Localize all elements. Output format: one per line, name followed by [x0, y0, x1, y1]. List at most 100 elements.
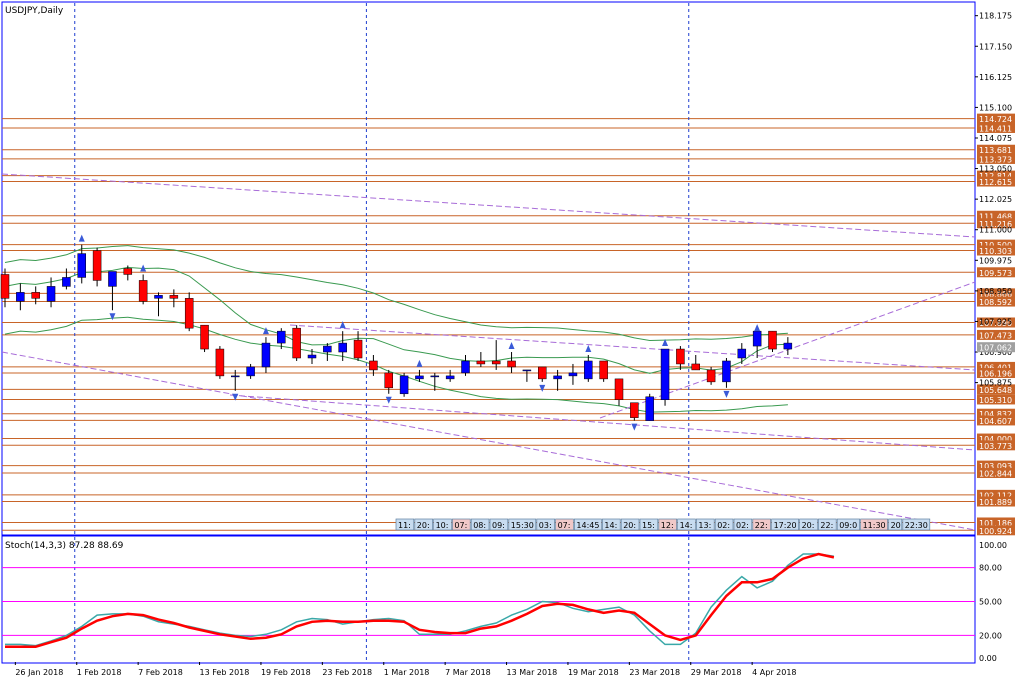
price-tick-label: 114.075 — [979, 134, 1012, 143]
trend-line — [1, 351, 976, 531]
price-tick-label: 108.950 — [979, 287, 1012, 296]
current-price-label: 107.062 — [979, 344, 1012, 353]
candle-body — [154, 295, 163, 299]
candle-body — [123, 268, 133, 275]
candles — [0, 244, 793, 421]
candle-body — [584, 360, 593, 380]
event-box — [555, 518, 574, 531]
event-box-label: 02: — [736, 521, 749, 530]
level-label: 102.844 — [979, 470, 1012, 479]
price-tick-label: 118.175 — [979, 12, 1012, 21]
event-box-label: 14: — [680, 521, 693, 530]
event-box — [414, 518, 433, 531]
time-tick-label: 7 Mar 2018 — [445, 668, 491, 677]
trend-line — [289, 324, 976, 371]
level-label: 111.216 — [979, 220, 1012, 229]
ma-lower — [4, 316, 788, 413]
fractal-up-arrow — [339, 321, 346, 329]
event-box — [714, 518, 734, 531]
candle-body — [476, 360, 486, 365]
candle-body — [461, 360, 470, 374]
level-label: 109.573 — [979, 269, 1012, 278]
candle-body — [292, 327, 301, 359]
level-label: 114.724 — [979, 115, 1012, 124]
trend-line — [229, 394, 976, 451]
candle-body — [645, 396, 654, 421]
level-label-bg — [977, 245, 1015, 256]
event-boxes: 11: 20: 10: 07: 08: 09: 15:30 03: 07: 14:45 14: 20:… — [395, 518, 931, 531]
candle-body — [16, 292, 25, 302]
level-label-bg — [977, 113, 1015, 124]
current-price-bg — [977, 342, 1015, 353]
level-label-bg — [977, 296, 1015, 307]
event-box — [452, 518, 471, 531]
candle-body — [323, 345, 332, 353]
event-box-label: 07: — [454, 521, 467, 530]
level-label-bg — [977, 440, 1015, 451]
candle-body — [138, 280, 148, 302]
price-tick-label: 107.925 — [979, 317, 1012, 326]
event-box-label: 22: — [820, 521, 833, 530]
candle-body — [445, 375, 455, 380]
level-label: 112.615 — [979, 178, 1012, 187]
candle-body — [246, 366, 255, 377]
level-label: 107.473 — [979, 331, 1012, 340]
candle-body — [231, 375, 240, 378]
time-tick-label: 1 Feb 2018 — [77, 668, 122, 677]
event-box-label: 20: — [802, 521, 815, 530]
horizontal-levels — [2, 118, 975, 531]
level-label-bg — [977, 170, 1015, 181]
level-label-bg — [977, 433, 1015, 444]
level-label-bg — [977, 329, 1015, 340]
level-label: 105.648 — [979, 386, 1012, 395]
candle-body — [215, 348, 225, 377]
candle-body — [507, 360, 516, 368]
level-label: 101.889 — [979, 498, 1012, 507]
fractal-down-arrow — [539, 384, 546, 392]
level-label: 107.890 — [979, 319, 1012, 328]
fractal-down-arrow — [723, 390, 730, 398]
event-box-label: 10: — [436, 521, 449, 530]
level-label-bg — [977, 176, 1015, 187]
level-label: 101.186 — [979, 519, 1012, 528]
level-label: 108.592 — [979, 298, 1012, 307]
level-label-bg — [977, 460, 1015, 471]
candle-body — [614, 378, 624, 401]
level-label-bg — [977, 267, 1015, 278]
level-label-bg — [977, 239, 1015, 250]
fractal-up-arrow — [416, 359, 423, 367]
event-box-label: 22: — [755, 521, 768, 530]
event-box-label: 22:30 — [905, 521, 928, 530]
candle-body — [62, 277, 71, 287]
event-box-label: 11: — [398, 521, 411, 530]
event-box-label: 15:30 — [511, 521, 534, 530]
fractal-up-arrow — [508, 342, 515, 350]
event-box — [818, 518, 837, 531]
candle-body — [261, 342, 271, 368]
fractal-up-arrow — [262, 327, 269, 335]
candle-body — [277, 330, 286, 344]
candle-body — [108, 271, 117, 287]
level-label-bg — [977, 517, 1015, 528]
candle-body — [783, 342, 793, 350]
level-label: 103.773 — [979, 442, 1012, 451]
candle-body — [722, 360, 731, 383]
price-tick-label: 105.875 — [979, 379, 1012, 388]
fractal-arrows — [78, 234, 761, 431]
level-label-bg — [977, 288, 1015, 299]
level-label: 108.866 — [979, 290, 1012, 299]
fractal-down-arrow — [631, 423, 638, 431]
event-box-label: 20: — [417, 521, 430, 530]
fractal-up-arrow — [585, 345, 592, 353]
indicator-title: Stoch(14,3,3) 87.28 88.69 — [5, 541, 124, 551]
candle-body — [0, 274, 10, 299]
level-label: 103.093 — [979, 462, 1012, 471]
trend-line — [1, 173, 976, 238]
price-tick-label: 116.125 — [979, 73, 1012, 82]
level-label-bg — [977, 394, 1015, 405]
period-separators — [74, 3, 690, 662]
candle-body — [92, 250, 102, 281]
candle-body — [169, 295, 179, 299]
